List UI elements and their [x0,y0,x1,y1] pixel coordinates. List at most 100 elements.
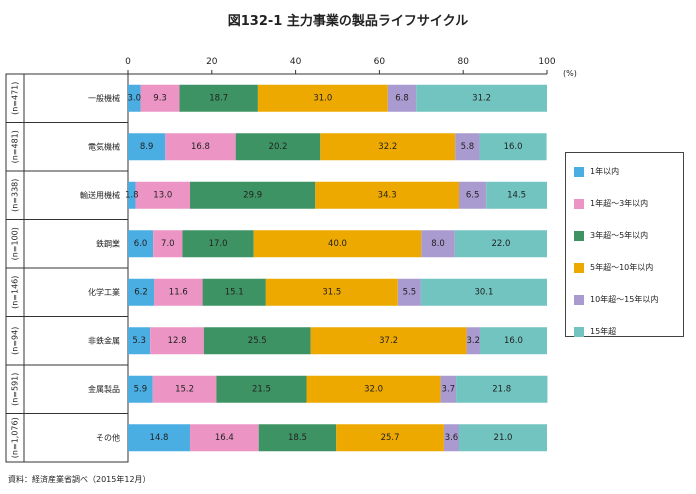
data-label: 14.8 [150,433,169,443]
bar-segment [128,181,136,209]
data-label: 3.6 [445,433,459,443]
data-label: 13.0 [153,190,172,200]
legend-label: 10年超～15年以内 [590,295,659,304]
bar-segment [315,181,460,209]
data-label: 31.2 [472,93,491,103]
bar-segment [421,230,455,258]
bar-segment [440,375,457,403]
data-label: 16.0 [504,336,523,346]
category-n-label: (n=146) [11,276,20,309]
legend-swatch [574,294,584,305]
category-label: 非鉄金属 [88,335,120,345]
data-label: 18.5 [288,433,307,443]
bar-segment [152,375,217,403]
data-label: 31.0 [313,93,332,103]
legend-entry: 1年以内 [574,166,620,177]
bar-segment [479,327,547,355]
data-label: 6.2 [134,287,148,297]
bar-segment [306,375,441,403]
bar-segment [454,230,547,258]
bar-segment [455,133,480,161]
row-labels: (n=471) 一般機械 (n=481) 電気機械 (n=338) 輸送用機械 (n=100… [11,82,121,459]
data-label: 22.0 [491,239,510,249]
legend-label: 1年超～3年以内 [590,199,649,208]
data-label: 32.0 [364,384,383,394]
bar-segment [235,133,321,161]
bar-segment [128,424,191,452]
bar-segment [153,230,183,258]
legend-entry: 3年超～5年以内 [574,230,648,241]
bar-segment [253,230,422,258]
data-label: 25.5 [248,336,267,346]
category-n-label: (n=94) [11,327,20,355]
data-label: 17.0 [209,239,228,249]
data-label: 7.0 [161,239,175,249]
bar-segment [153,278,203,306]
x-tick-label-80: 80 [457,57,469,67]
bar-segment [128,375,153,403]
bar-segment [479,133,547,161]
x-tick-label-40: 40 [290,57,302,67]
data-label: 16.0 [504,142,523,152]
data-label: 8.0 [431,239,445,249]
category-n-label: (n=591) [11,373,20,406]
data-label: 25.7 [381,433,400,443]
bar-segment [128,84,141,112]
legend-label: 5年超～10年以内 [590,263,654,272]
category-label: 輸送用機械 [80,190,120,200]
legend-swatch [574,166,584,177]
legend-entry: 15年超 [574,326,616,337]
data-label: 31.5 [322,287,341,297]
data-label: 40.0 [328,239,347,249]
bar-segment [128,133,166,161]
x-tick-label-20: 20 [206,57,218,67]
data-label: 29.9 [243,190,262,200]
data-label: 5.5 [403,287,417,297]
data-label: 21.0 [494,433,513,443]
data-label: 6.8 [395,93,409,103]
bar-segment [165,133,236,161]
x-tick-label-0: 0 [125,57,131,67]
data-label: 15.2 [175,384,194,394]
unit-label: (%) [563,69,577,78]
category-n-label: (n=338) [11,179,20,212]
bar-segment [128,327,151,355]
category-n-label: (n=481) [11,130,20,163]
x-tick-label-100: 100 [538,57,555,67]
data-label: 16.8 [191,142,210,152]
category-label: 化学工業 [88,287,120,297]
data-label: 8.9 [140,142,154,152]
bar-segment [265,278,398,306]
category-label: 一般機械 [88,93,120,103]
bar-segment [216,375,307,403]
bar-segment [456,375,548,403]
bar-segment [128,230,154,258]
category-label: 金属製品 [88,384,120,394]
data-label: 15.1 [225,287,244,297]
data-label: 5.9 [134,384,148,394]
bars-layer [128,84,548,452]
bar-segment [150,327,204,355]
bar-segment [416,84,547,112]
bar-segment [182,230,254,258]
bar-segment [140,84,180,112]
bar-segment [459,424,547,452]
data-label: 30.1 [474,287,493,297]
legend-entry: 10年超～15年以内 [574,294,659,305]
legend: 1年以内 1年超～3年以内 3年超～5年以内 5年超～10年以内 10年超～15年以内 1… [565,152,684,337]
source-note: 資料：経済産業省調べ（2015年12月） [8,475,151,484]
bar-segment [310,327,467,355]
legend-label: 1年以内 [590,167,620,176]
data-label: 21.5 [252,384,271,394]
data-label: 14.5 [507,190,526,200]
bar-segment [466,327,480,355]
data-label: 34.3 [378,190,397,200]
category-n-label: (n=100) [11,227,20,260]
data-label: 1.8 [125,190,139,200]
data-label: 5.8 [461,142,475,152]
bar-segment [128,278,154,306]
data-label: 21.8 [492,384,511,394]
category-label: 鉄鋼業 [96,238,120,248]
data-label: 11.6 [169,287,188,297]
